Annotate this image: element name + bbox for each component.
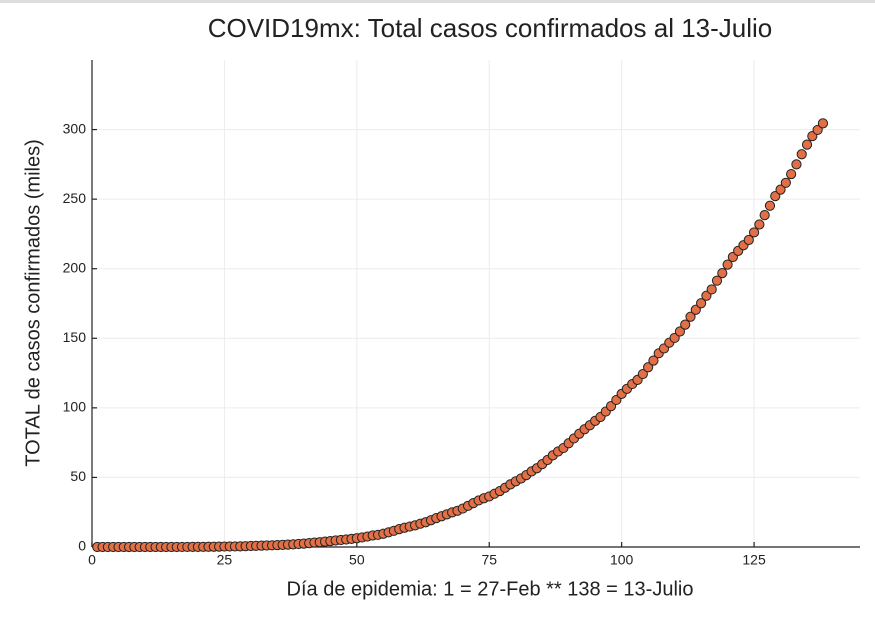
- x-tick-label: 100: [610, 552, 634, 568]
- top-border: [0, 0, 875, 3]
- point: [690, 304, 701, 315]
- point: [711, 275, 723, 286]
- y-tick-label: 0: [78, 538, 86, 554]
- x-tick-label: 75: [481, 552, 497, 568]
- point: [754, 219, 765, 230]
- x-tick-label: 0: [88, 552, 96, 568]
- x-tick-label: 25: [217, 552, 233, 568]
- point: [706, 284, 717, 295]
- point: [696, 298, 707, 309]
- x-tick-label: 50: [349, 552, 365, 568]
- point: [643, 362, 654, 373]
- point: [801, 139, 813, 150]
- y-tick-label: 100: [63, 399, 87, 415]
- point: [812, 124, 823, 136]
- point: [748, 227, 760, 238]
- y-tick-label: 150: [63, 329, 87, 345]
- point: [722, 259, 733, 270]
- y-tick-label: 300: [63, 120, 87, 136]
- point: [717, 268, 728, 279]
- point: [685, 311, 696, 322]
- point: [680, 319, 691, 330]
- point: [648, 355, 659, 366]
- y-tick-label: 200: [63, 259, 87, 275]
- point: [759, 210, 770, 221]
- point: [796, 149, 807, 160]
- point: [775, 184, 786, 195]
- y-tick-label: 50: [70, 468, 86, 484]
- point: [743, 234, 754, 246]
- point: [637, 368, 648, 380]
- point: [791, 159, 802, 170]
- point: [674, 326, 686, 337]
- chart-title: COVID19mx: Total casos confirmados al 13…: [208, 13, 773, 43]
- x-axis-label: Día de epidemia: 1 = 27-Feb ** 138 = 13-…: [287, 578, 694, 600]
- point: [786, 168, 797, 180]
- y-tick-label: 250: [63, 190, 87, 206]
- y-axis-label: TOTAL de casos confirmados (miles): [22, 139, 44, 467]
- point: [764, 200, 776, 211]
- point: [817, 118, 829, 129]
- x-tick-label: 125: [742, 552, 766, 568]
- point: [780, 177, 791, 188]
- point: [770, 191, 781, 202]
